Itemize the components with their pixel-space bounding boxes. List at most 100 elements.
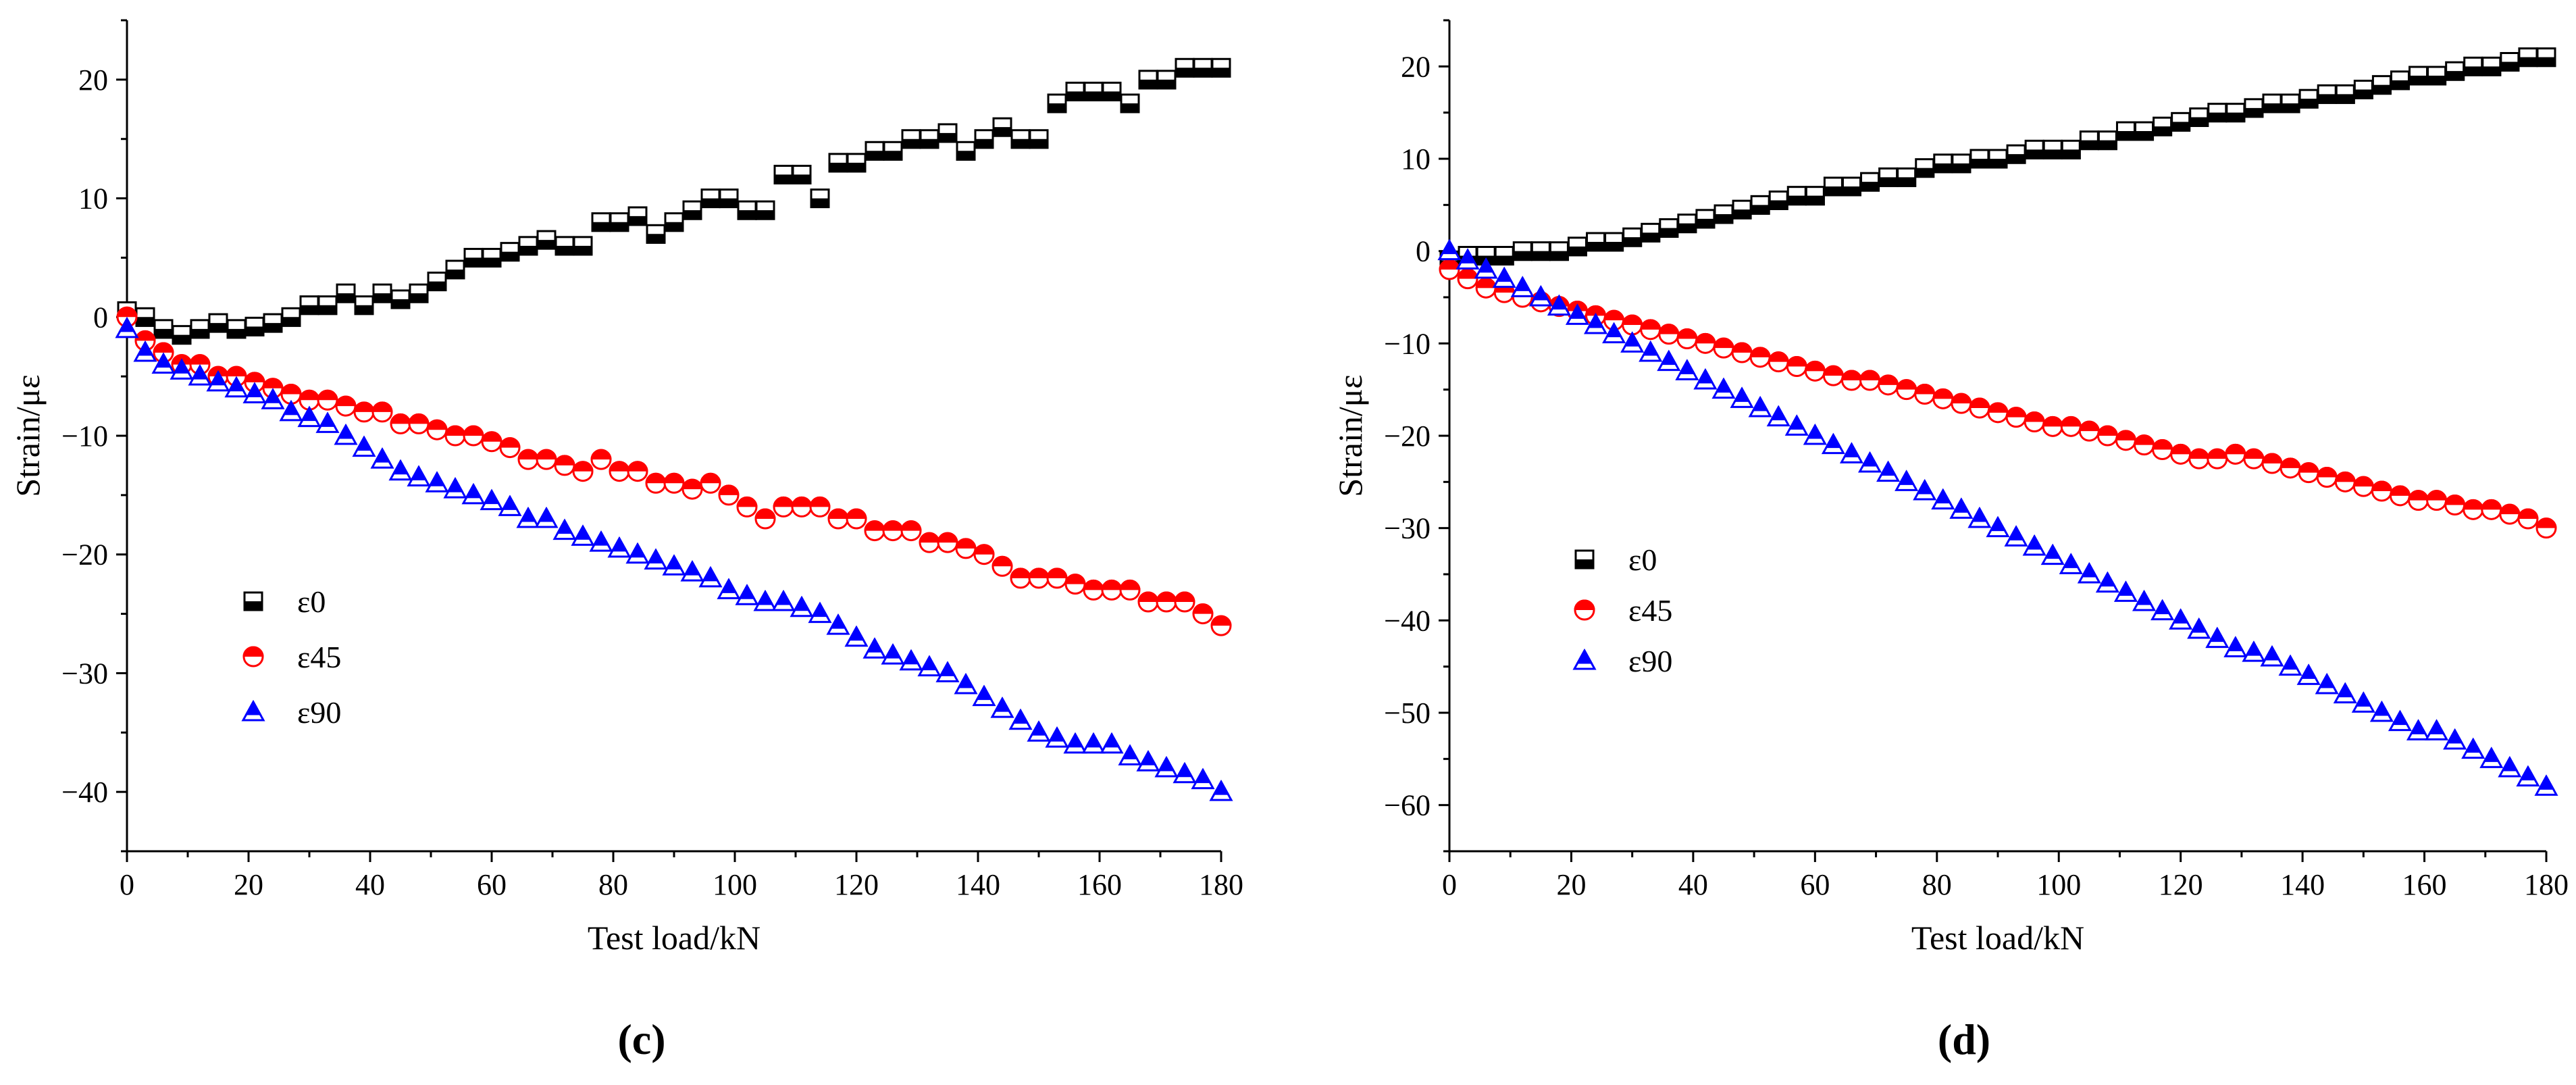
data-point — [409, 283, 429, 303]
data-point — [2516, 765, 2540, 787]
y-tick-label: 0 — [93, 301, 108, 334]
data-point — [2153, 116, 2173, 136]
data-point — [1731, 342, 1753, 363]
data-point — [1713, 337, 1734, 359]
data-point — [2500, 52, 2520, 72]
x-axis-title: Test load/kN — [588, 919, 761, 957]
data-point — [224, 376, 249, 398]
data-point — [1100, 732, 1124, 754]
data-point — [534, 506, 559, 528]
x-tick-label: 40 — [355, 868, 385, 901]
data-point — [737, 200, 757, 220]
data-point — [1620, 331, 1645, 353]
data-point — [2059, 553, 2083, 574]
data-point — [937, 532, 958, 553]
data-point — [426, 419, 448, 440]
data-point — [1749, 347, 1771, 368]
data-point — [735, 584, 759, 605]
data-point — [190, 319, 210, 339]
data-point — [388, 459, 413, 481]
data-point — [115, 316, 139, 338]
data-point — [1494, 246, 1514, 266]
data-point — [773, 496, 794, 518]
data-point — [463, 425, 484, 447]
data-point — [1951, 393, 1972, 414]
x-tick-label: 80 — [1922, 868, 1952, 901]
data-point — [1437, 238, 1462, 261]
y-tick-label: −10 — [61, 420, 108, 453]
data-point — [1821, 432, 1845, 455]
data-point — [2518, 47, 2538, 68]
x-tick-label: 140 — [956, 868, 1000, 901]
data-point — [1118, 744, 1142, 765]
data-point — [2371, 75, 2392, 95]
data-point — [1676, 328, 1698, 349]
data-point — [1768, 351, 1789, 373]
data-point — [573, 236, 593, 256]
x-tick-label: 40 — [1678, 868, 1708, 901]
data-point — [151, 352, 176, 374]
data-point — [536, 230, 557, 250]
data-point — [353, 401, 375, 423]
x-tick-label: 0 — [1442, 868, 1457, 901]
data-point — [2481, 56, 2502, 76]
legend-marker — [241, 699, 265, 722]
x-axis-title: Test load/kN — [1911, 919, 2084, 957]
data-point — [1603, 309, 1625, 331]
data-point — [299, 295, 319, 316]
x-tick-label: 60 — [1800, 868, 1830, 901]
data-point — [1547, 294, 1571, 316]
data-point — [554, 455, 575, 476]
data-point — [1102, 81, 1122, 101]
data-point — [2242, 640, 2266, 662]
data-point — [1120, 93, 1140, 113]
data-point — [974, 129, 994, 149]
data-point — [1657, 349, 1681, 372]
data-point — [1192, 603, 1214, 625]
data-point — [2463, 56, 2483, 76]
data-point — [336, 283, 356, 303]
data-point — [1931, 488, 1955, 510]
data-point — [1047, 93, 1067, 113]
data-point — [680, 559, 704, 582]
data-point — [589, 530, 613, 552]
data-point — [1008, 708, 1033, 730]
data-point — [664, 212, 684, 232]
data-point — [2169, 608, 2193, 630]
data-point — [1641, 222, 1661, 243]
data-point — [1530, 241, 1551, 261]
data-point — [1768, 191, 1788, 210]
data-point — [2042, 415, 2063, 437]
data-point — [1876, 460, 1901, 482]
data-point — [1083, 579, 1104, 601]
data-point — [2535, 518, 2557, 539]
data-point — [1822, 365, 1844, 386]
data-point — [954, 672, 978, 695]
data-point — [2444, 495, 2466, 515]
y-tick-label: 10 — [1401, 143, 1431, 176]
data-point — [1583, 312, 1608, 334]
y-tick-label: −20 — [1384, 420, 1431, 453]
legend-marker — [1574, 599, 1595, 621]
data-point — [826, 613, 850, 635]
data-point — [370, 447, 394, 469]
data-point — [1714, 204, 1734, 224]
data-point — [899, 649, 923, 671]
data-point — [2425, 719, 2449, 740]
data-point — [172, 325, 192, 345]
series-ε90 — [115, 316, 1233, 801]
data-point — [1878, 167, 1899, 187]
data-point — [2187, 617, 2211, 639]
data-point — [2261, 453, 2283, 474]
data-point — [2498, 755, 2522, 778]
data-point — [2408, 490, 2429, 511]
data-point — [555, 236, 575, 256]
data-point — [1711, 377, 1736, 399]
series-ε90 — [1437, 238, 2558, 796]
y-tick-label: 0 — [1416, 235, 1431, 268]
data-point — [2315, 672, 2339, 695]
data-point — [1622, 314, 1643, 336]
data-point — [2024, 411, 2045, 432]
data-point — [2096, 425, 2118, 447]
data-point — [1512, 241, 1532, 261]
